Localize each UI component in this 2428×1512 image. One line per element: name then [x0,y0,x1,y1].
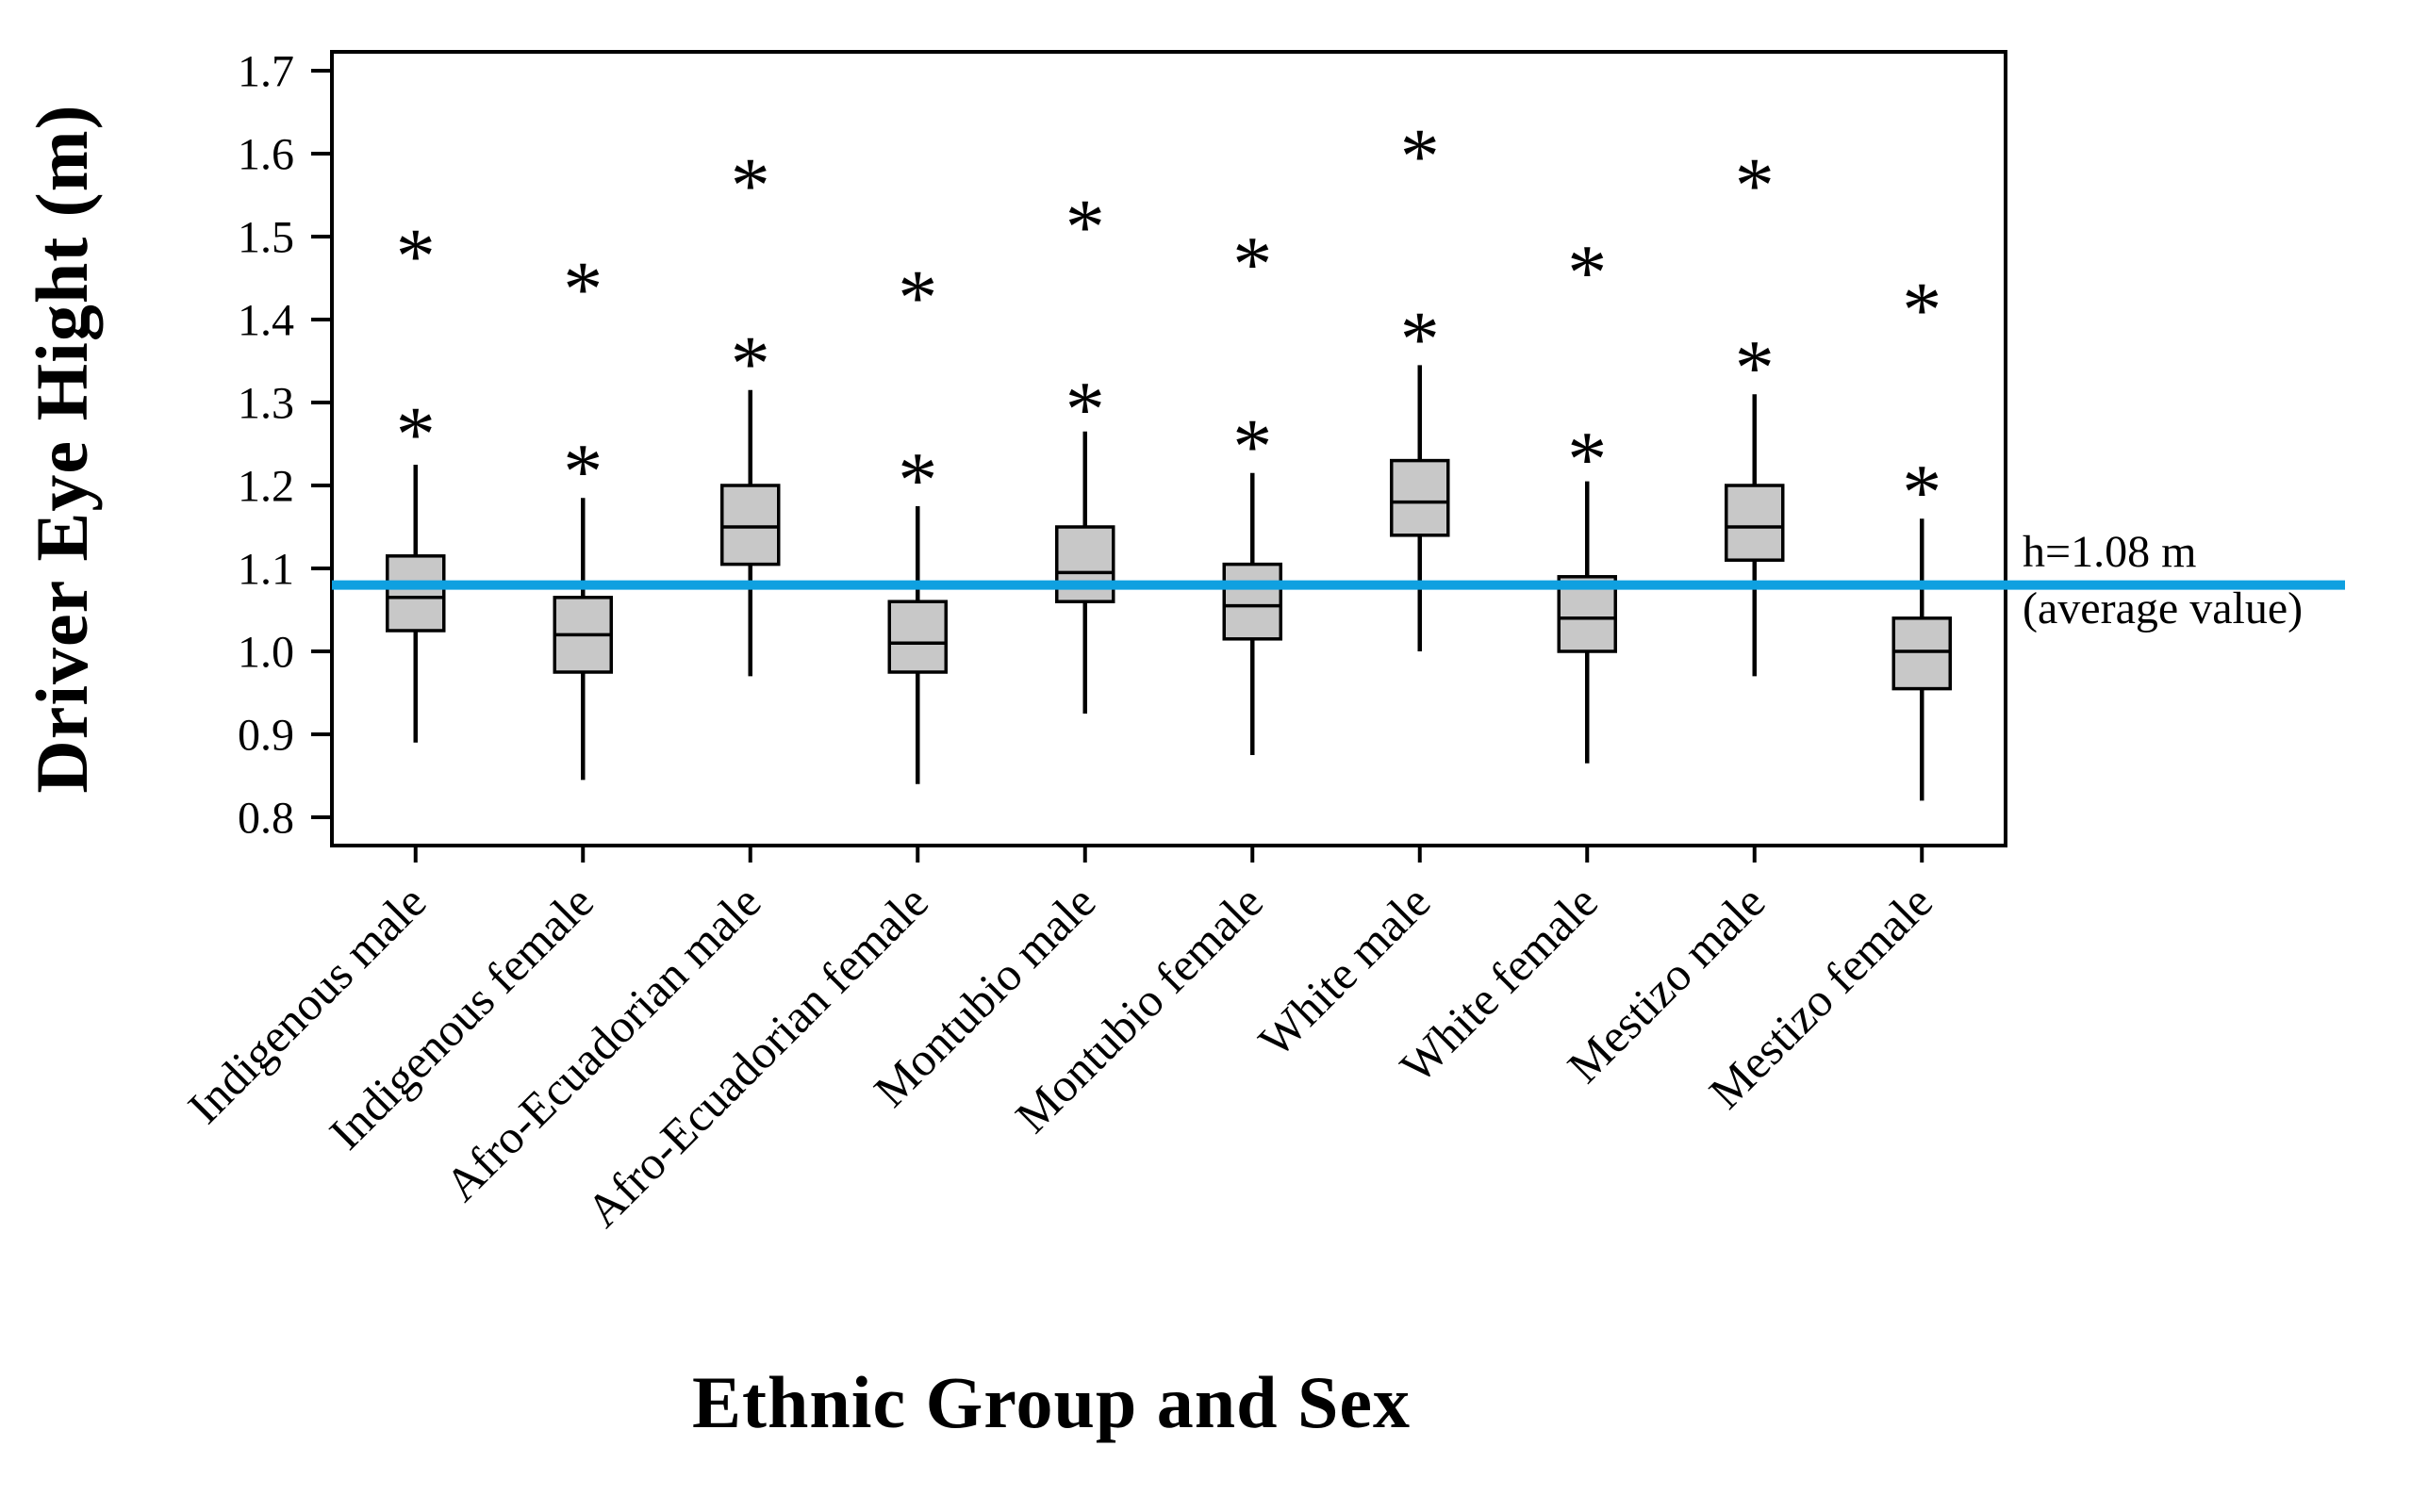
y-tick-label: 0.9 [238,710,294,760]
outlier-marker: * [898,436,937,524]
y-tick-label: 1.1 [238,544,294,594]
outlier-marker: * [731,320,770,408]
outlier-marker: * [1400,295,1440,383]
y-axis-title: Driver Eye Hight (m) [21,104,103,794]
outlier-marker: * [1902,266,1941,353]
outlier-marker: * [1567,416,1607,503]
plot-border [330,50,2007,847]
outlier-marker: * [1065,366,1105,453]
box-rect [1390,458,1450,537]
outlier-marker: * [1065,183,1105,271]
outlier-marker: * [563,245,603,333]
y-tick-label: 1.5 [238,212,294,262]
y-tick-label: 1.6 [238,129,294,179]
y-tick-label: 1.0 [238,627,294,677]
outlier-marker: * [1567,229,1607,317]
y-tick-label: 1.7 [238,46,294,96]
y-tick-label: 1.2 [238,461,294,511]
outlier-marker: * [563,428,603,516]
outlier-marker: * [396,212,436,300]
box-rect [720,484,781,567]
outlier-marker: * [898,254,937,341]
box-rect [386,554,446,633]
box-rect [1725,484,1785,562]
box-rect [1055,525,1115,603]
y-tick-label: 1.3 [238,378,294,428]
box-rect [887,600,948,674]
outlier-marker: * [1232,403,1272,491]
outlier-marker: * [1735,141,1775,229]
outlier-marker: * [396,390,436,478]
x-axis-title: Ethnic Group and Sex [692,1361,1411,1443]
y-tick-label: 1.4 [238,295,294,345]
reference-line-label-caption: (average value) [2023,583,2304,633]
box-rect [1222,562,1282,641]
outlier-marker: * [1902,449,1941,536]
outlier-marker: * [1232,221,1272,308]
outlier-marker: * [1400,113,1440,201]
y-tick-label: 0.8 [238,793,294,843]
outlier-marker: * [731,141,770,229]
box-rect [1891,616,1952,691]
outlier-marker: * [1735,324,1775,412]
x-category-label: Afro-Ecuadorian female [576,875,938,1237]
reference-line-label-value: h=1.08 m [2023,527,2197,577]
reference-line-annotation: h=1.08 m (average value) [2023,524,2303,637]
x-category-label: Afro-Ecuadorian male [435,875,771,1211]
